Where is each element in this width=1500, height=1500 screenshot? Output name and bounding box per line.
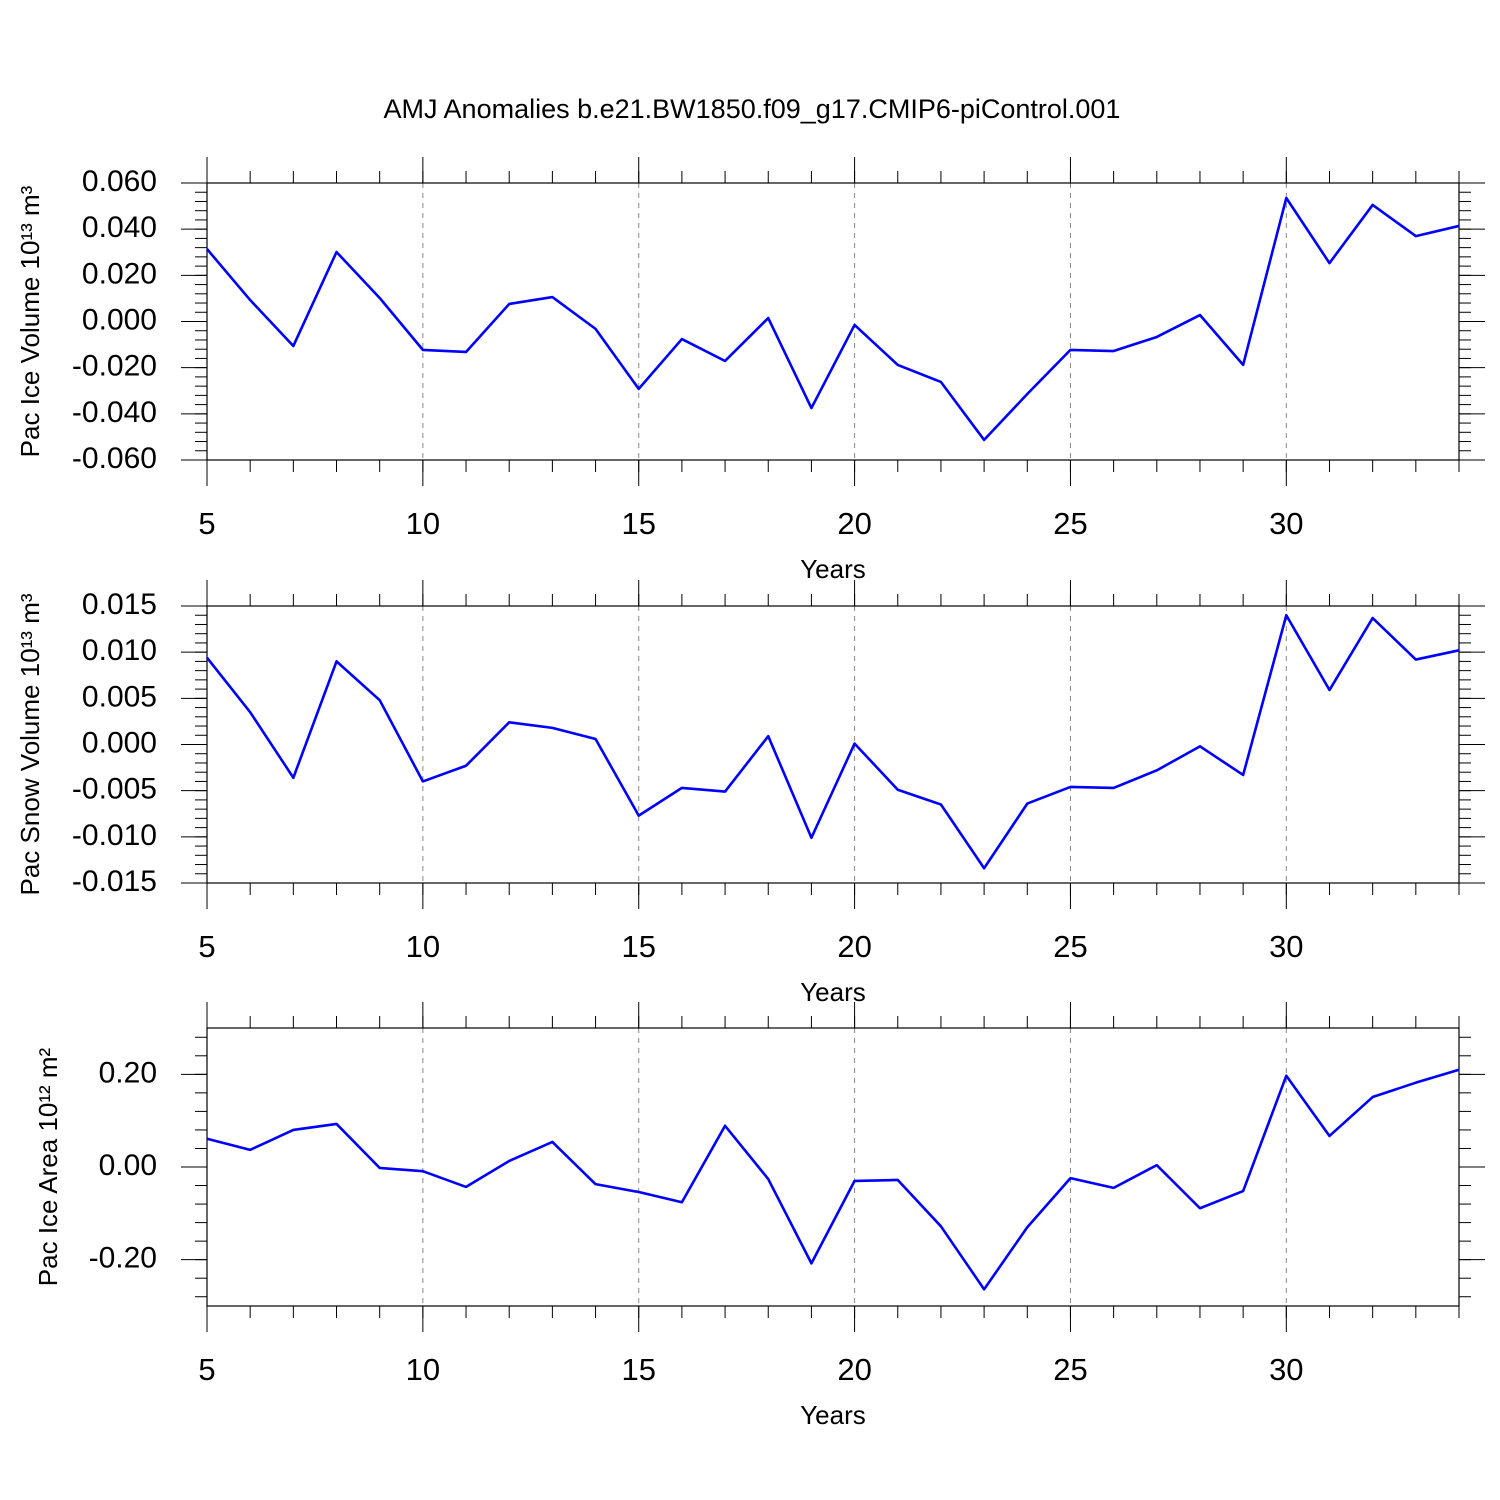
y-axis-label: Pac Snow Volume 10¹³ m³ (15, 593, 45, 895)
data-line (206, 1068, 1460, 1291)
panel: 5 10 15 20 25 30 -0.20 0.00 0.20 Years Pac Ice Are… (33, 1002, 1485, 1430)
x-tick-label: 25 (1053, 1352, 1087, 1387)
chart-title: AMJ Anomalies b.e21.BW1850.f09_g17.CMIP6… (384, 94, 1121, 124)
y-tick-label: 0.015 (82, 588, 157, 621)
y-tick-label: 0.20 (99, 1056, 157, 1089)
y-tick-label: -0.20 (89, 1242, 157, 1275)
y-tick-label: 0.005 (82, 680, 157, 713)
x-tick-label: 10 (406, 506, 440, 541)
y-tick-label: -0.020 (72, 350, 157, 383)
y-tick-label: 0.040 (82, 211, 157, 244)
x-tick-label: 15 (621, 1352, 655, 1387)
x-tick-label: 10 (406, 929, 440, 964)
y-tick-label: -0.015 (72, 865, 157, 898)
y-tick-label: 0.00 (99, 1149, 157, 1182)
y-tick-label: 0.060 (82, 165, 157, 198)
data-line (205, 613, 1460, 870)
plot-frame (206, 1027, 1460, 1307)
x-tick-label: 25 (1053, 929, 1087, 964)
x-tick-label: 20 (837, 1352, 871, 1387)
y-tick-label: -0.060 (72, 442, 157, 475)
y-tick-label: -0.005 (72, 773, 157, 806)
x-tick-label: 15 (621, 929, 655, 964)
x-tick-label: 20 (837, 929, 871, 964)
x-tick-label: 15 (621, 506, 655, 541)
plot-frame (206, 605, 1460, 884)
x-axis-label: Years (800, 977, 866, 1007)
data-line (206, 196, 1460, 442)
y-tick-label: -0.040 (72, 396, 157, 429)
y-axis-label: Pac Ice Volume 10¹³ m³ (15, 185, 45, 457)
y-tick-label: 0.010 (82, 634, 157, 667)
y-axis-label: Pac Ice Area 10¹² m² (33, 1047, 63, 1286)
plot-frame (206, 182, 1460, 461)
y-tick-label: 0.000 (82, 303, 157, 336)
x-axis-label: Years (800, 554, 866, 584)
x-tick-label: 25 (1053, 506, 1087, 541)
x-tick-label: 30 (1269, 929, 1303, 964)
y-tick-label: -0.010 (72, 819, 157, 852)
x-tick-label: 5 (198, 1352, 215, 1387)
x-tick-label: 20 (837, 506, 871, 541)
x-tick-label: 5 (198, 506, 215, 541)
x-axis-label: Years (800, 1400, 866, 1430)
x-tick-label: 30 (1269, 506, 1303, 541)
panel: 5 10 15 20 25 30 -0.015 -0.010 -0.005 0.000 0.005 0… (15, 580, 1485, 1007)
x-tick-label: 5 (198, 929, 215, 964)
y-tick-label: 0.020 (82, 257, 157, 290)
x-tick-label: 10 (406, 1352, 440, 1387)
y-tick-label: 0.000 (82, 726, 157, 759)
panel: AMJ Anomalies b.e21.BW1850.f09_g17.CMIP6… (15, 94, 1485, 584)
x-tick-label: 30 (1269, 1352, 1303, 1387)
